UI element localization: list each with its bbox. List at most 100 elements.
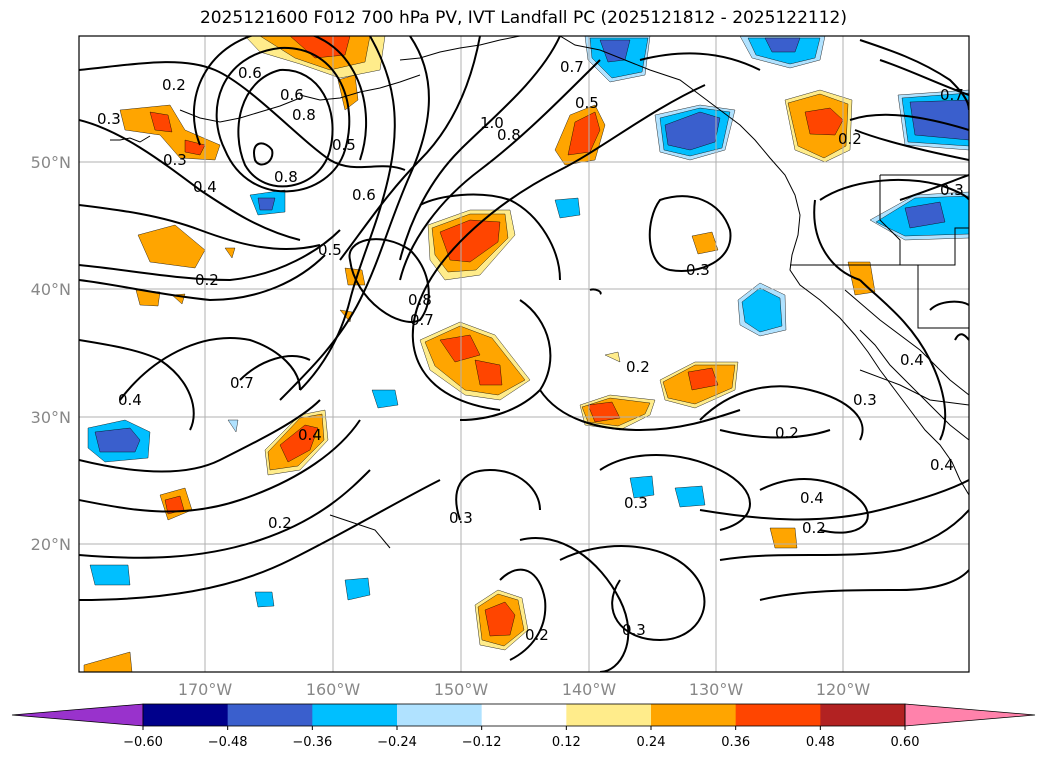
neg-anomaly: [674, 485, 706, 508]
contour-label: 0.3: [940, 181, 964, 199]
contour-label: 0.3: [686, 261, 710, 279]
contour-label: 0.6: [238, 64, 262, 82]
colorbar-tick-label: 0.36: [721, 735, 750, 750]
pos-anomaly: [224, 247, 236, 259]
pos-anomaly: [439, 334, 481, 363]
lon-label: 150°W: [434, 680, 489, 699]
colorbar-tick-label: −0.24: [377, 735, 417, 750]
contour-label: 0.2: [525, 626, 549, 644]
contour-label: 0.2: [802, 519, 826, 537]
colorbar-segment: [735, 704, 821, 726]
pos-anomaly: [769, 527, 798, 549]
neg-anomaly: [344, 577, 371, 601]
colorbar-tick-label: 0.48: [806, 735, 835, 750]
contour-labels: 0.2 0.3 0.6 0.3 0.4 0.8 0.5 0.6 0.5 1.0 …: [97, 58, 964, 644]
colorbar-segment: [397, 704, 483, 726]
pos-anomaly: [804, 107, 844, 136]
contour-label: 0.4: [930, 456, 954, 474]
pos-anomaly: [439, 219, 501, 263]
colorbar-tick-label: 0.24: [637, 735, 666, 750]
pos-anomaly: [691, 231, 719, 255]
lat-label: 40°N: [31, 280, 71, 299]
colorbar-segment: [820, 704, 906, 726]
contour-label: 0.4: [193, 178, 217, 196]
lat-label: 20°N: [31, 535, 71, 554]
pos-anomaly: [687, 367, 719, 391]
colorbar-tick-label: 0.60: [891, 735, 920, 750]
contour-label: 0.4: [800, 489, 824, 507]
neg-anomaly: [94, 427, 141, 453]
contour-label: 0.7: [560, 58, 584, 76]
neg-anomaly: [371, 389, 399, 409]
contour-label: 0.2: [162, 76, 186, 94]
lon-label: 130°W: [689, 680, 744, 699]
colorbar-segment: [143, 704, 229, 726]
latitude-labels: 50°N 40°N 30°N 20°N: [31, 153, 71, 554]
contour-label: 0.7: [230, 374, 254, 392]
neg-anomaly: [904, 201, 946, 229]
contour-label: 0.5: [575, 94, 599, 112]
contour-label: 0.3: [853, 391, 877, 409]
pos-anomaly: [474, 359, 503, 386]
pos-anomaly: [484, 601, 516, 637]
colorbar-segment: [651, 704, 737, 726]
contour-label: 0.2: [626, 358, 650, 376]
colorbar-tick-label: −0.36: [292, 735, 332, 750]
pos-anomaly: [604, 351, 621, 363]
neg-anomaly: [741, 287, 783, 333]
colorbar: −0.60 −0.48 −0.36 −0.24 −0.12 0.12 0.24 0.36 0.4…: [11, 703, 1036, 750]
lon-label: 170°W: [178, 680, 233, 699]
contour-label: 0.2: [775, 424, 799, 442]
neg-anomaly: [89, 564, 131, 586]
contour-label: 0.3: [449, 509, 473, 527]
contour-label: 0.6: [280, 86, 304, 104]
colorbar-tick-label: −0.12: [462, 735, 502, 750]
pos-anomaly: [554, 197, 581, 219]
lon-label: 160°W: [306, 680, 361, 699]
contour-label: 0.8: [408, 291, 432, 309]
pos-anomaly: [149, 111, 173, 133]
contour-label: 0.7: [940, 86, 964, 104]
contour-label: 0.6: [352, 186, 376, 204]
contour-label: 0.4: [900, 351, 924, 369]
contour-label: 0.8: [497, 126, 521, 144]
plot-area: 0.2 0.3 0.6 0.3 0.4 0.8 0.5 0.6 0.5 1.0 …: [79, 36, 969, 672]
pos-anomaly: [567, 111, 601, 156]
longitude-labels: 170°W 160°W 150°W 140°W 130°W 120°W: [178, 680, 871, 699]
shaded-anomalies: [83, 36, 969, 672]
contour-label: 0.5: [318, 241, 342, 259]
coastlines: [110, 36, 969, 549]
contour-label: 0.4: [298, 426, 322, 444]
contour-label: 0.7: [410, 311, 434, 329]
neg-anomaly: [257, 197, 276, 211]
contour-label: 0.3: [622, 621, 646, 639]
contour-label: 1.0: [480, 114, 504, 132]
contour-label: 0.2: [268, 514, 292, 532]
contour-label: 0.4: [118, 391, 142, 409]
colorbar-tick-label: −0.60: [123, 735, 163, 750]
colorbar-segment: [227, 704, 313, 726]
contour-label: 0.5: [332, 136, 356, 154]
lat-label: 30°N: [31, 408, 71, 427]
colorbar-tick-label: −0.48: [208, 735, 248, 750]
colorbar-frame: [142, 703, 906, 727]
map-title: 2025121600 F012 700 hPa PV, IVT Landfall…: [199, 8, 847, 28]
pv-contours: [79, 36, 969, 672]
neg-anomaly: [909, 99, 969, 141]
contour-label: 0.3: [163, 151, 187, 169]
contour-label: 0.8: [274, 168, 298, 186]
contour-label: 0.2: [195, 271, 219, 289]
colorbar-tick-label: 0.12: [552, 735, 581, 750]
lon-label: 120°W: [816, 680, 871, 699]
colorbar-extend-max: [904, 703, 1036, 727]
contour-label: 0.3: [624, 494, 648, 512]
plot-frame: [78, 35, 970, 673]
neg-anomaly: [254, 591, 275, 608]
colorbar-segment: [312, 704, 398, 726]
colorbar-segment: [481, 704, 567, 726]
pos-anomaly: [137, 224, 206, 269]
neg-anomaly: [664, 111, 721, 151]
contour-label: 0.8: [292, 106, 316, 124]
contour-label: 0.2: [838, 130, 862, 148]
neg-anomaly: [227, 419, 239, 433]
